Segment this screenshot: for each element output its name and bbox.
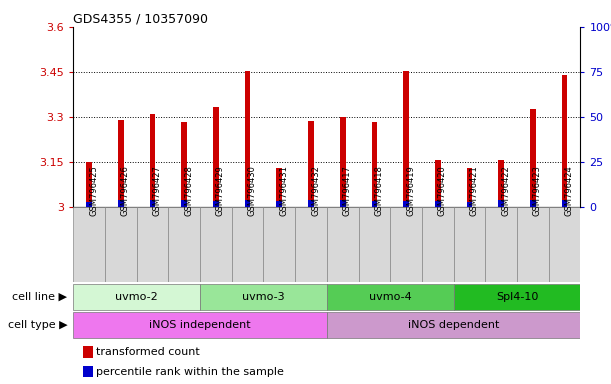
Bar (181, 200, 187, 207)
Text: Spl4-10: Spl4-10 (496, 291, 538, 302)
Bar (371, 201, 377, 207)
Bar (200, 207, 232, 282)
Text: GSM796424: GSM796424 (565, 166, 574, 216)
Text: GSM796427: GSM796427 (153, 166, 161, 216)
Text: GSM796422: GSM796422 (501, 166, 510, 216)
Text: GSM796428: GSM796428 (185, 166, 193, 216)
Bar (118, 200, 123, 207)
Text: GSM796423: GSM796423 (533, 166, 542, 216)
Bar (181, 122, 187, 207)
Bar (213, 201, 219, 207)
Bar (530, 200, 536, 207)
Bar (549, 207, 580, 282)
Bar (453, 284, 580, 310)
Bar (73, 207, 105, 282)
Text: GSM796430: GSM796430 (247, 166, 257, 216)
Bar (562, 75, 568, 207)
Bar (467, 202, 472, 207)
Bar (84, 346, 93, 358)
Bar (340, 200, 346, 207)
Bar (562, 200, 568, 207)
Bar (150, 200, 155, 207)
Bar (467, 168, 472, 207)
Bar (359, 207, 390, 282)
Text: iNOS independent: iNOS independent (149, 320, 251, 331)
Bar (295, 207, 327, 282)
Bar (86, 162, 92, 207)
Bar (390, 207, 422, 282)
Bar (245, 71, 251, 207)
Bar (308, 200, 314, 207)
Bar (73, 313, 327, 338)
Bar (200, 284, 327, 310)
Bar (485, 207, 517, 282)
Bar (213, 107, 219, 207)
Bar (327, 313, 580, 338)
Bar (371, 122, 377, 207)
Text: percentile rank within the sample: percentile rank within the sample (96, 367, 284, 377)
Bar (105, 207, 137, 282)
Bar (277, 168, 282, 207)
Bar (118, 120, 123, 207)
Text: GSM796421: GSM796421 (469, 166, 478, 216)
Bar (499, 160, 504, 207)
Text: GDS4355 / 10357090: GDS4355 / 10357090 (73, 13, 208, 26)
Bar (517, 207, 549, 282)
Text: GSM796420: GSM796420 (438, 166, 447, 216)
Bar (277, 201, 282, 207)
Text: GSM796418: GSM796418 (375, 166, 384, 216)
Text: uvmo-4: uvmo-4 (369, 291, 412, 302)
Bar (137, 207, 169, 282)
Bar (86, 202, 92, 207)
Bar (530, 109, 536, 207)
Text: transformed count: transformed count (96, 347, 200, 357)
Bar (232, 207, 263, 282)
Bar (403, 201, 409, 207)
Text: GSM796431: GSM796431 (279, 166, 288, 216)
Text: iNOS dependent: iNOS dependent (408, 320, 499, 331)
Bar (422, 207, 453, 282)
Bar (245, 200, 251, 207)
Bar (435, 160, 441, 207)
Text: uvmo-3: uvmo-3 (242, 291, 285, 302)
Bar (263, 207, 295, 282)
Text: GSM796429: GSM796429 (216, 166, 225, 216)
Text: GSM796417: GSM796417 (343, 166, 352, 216)
Bar (340, 117, 346, 207)
Bar (327, 284, 453, 310)
Bar (403, 71, 409, 207)
Bar (308, 121, 314, 207)
Text: GSM796426: GSM796426 (121, 166, 130, 216)
Text: uvmo-2: uvmo-2 (115, 291, 158, 302)
Text: GSM796419: GSM796419 (406, 166, 415, 216)
Bar (453, 207, 485, 282)
Text: cell line ▶: cell line ▶ (12, 291, 67, 302)
Bar (435, 201, 441, 207)
Text: GSM796425: GSM796425 (89, 166, 98, 216)
Text: cell type ▶: cell type ▶ (7, 320, 67, 331)
Bar (150, 114, 155, 207)
Bar (84, 366, 93, 377)
Bar (73, 284, 200, 310)
Bar (499, 200, 504, 207)
Bar (169, 207, 200, 282)
Bar (327, 207, 359, 282)
Text: GSM796432: GSM796432 (311, 166, 320, 216)
